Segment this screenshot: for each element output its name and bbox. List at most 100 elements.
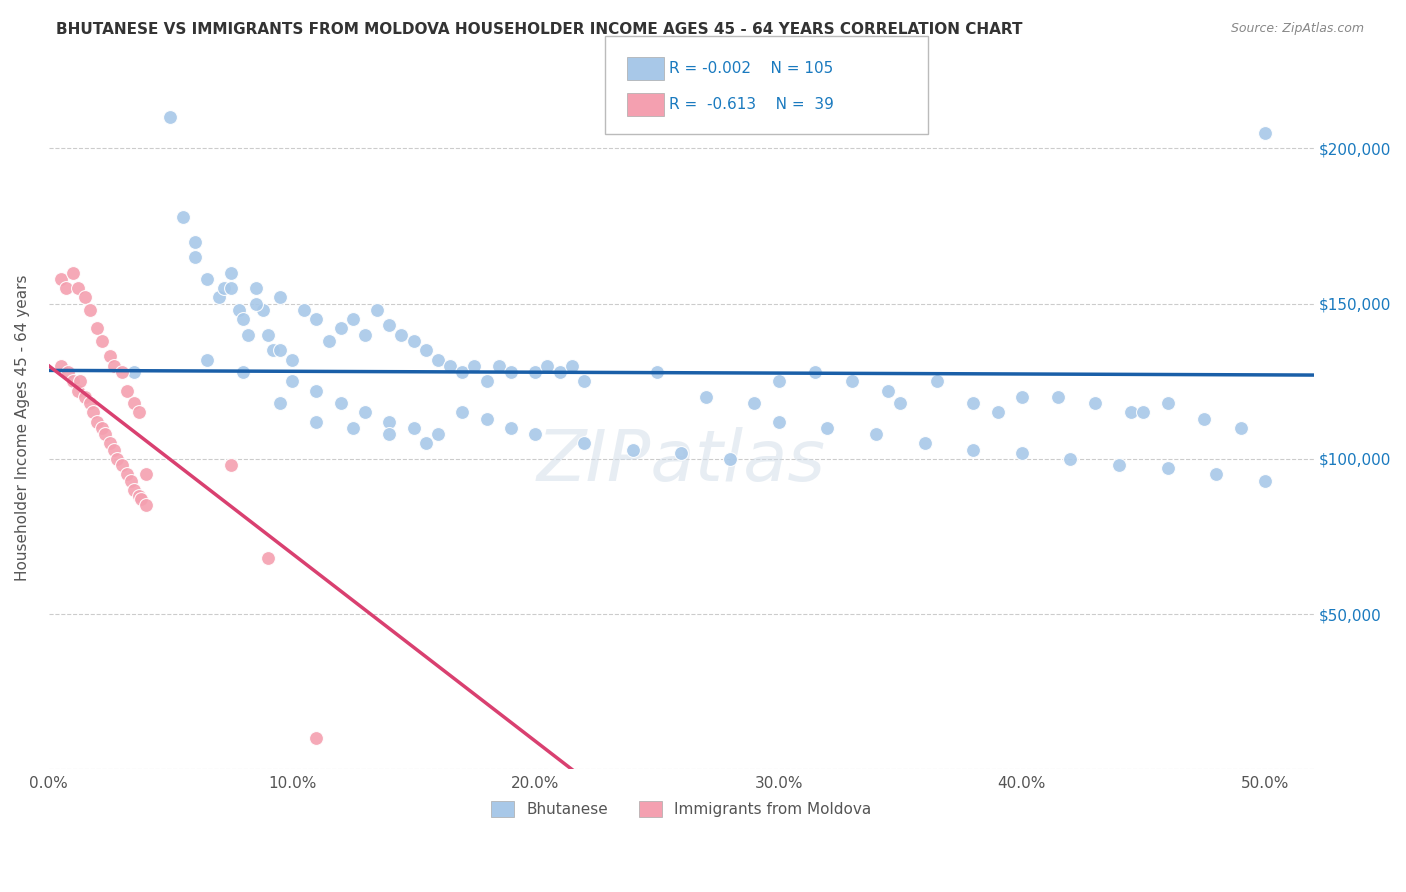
Point — [269, 396, 291, 410]
Point — [986, 405, 1008, 419]
Point — [135, 499, 157, 513]
Point — [378, 415, 401, 429]
Point — [305, 731, 328, 746]
Point — [427, 352, 450, 367]
Point — [219, 458, 242, 472]
Point — [1047, 390, 1070, 404]
Point — [111, 365, 134, 379]
Point — [342, 421, 364, 435]
Point — [1254, 474, 1277, 488]
Point — [281, 352, 304, 367]
Point — [342, 312, 364, 326]
Point — [329, 321, 352, 335]
Point — [75, 390, 97, 404]
Point — [463, 359, 485, 373]
Point — [208, 290, 231, 304]
Point — [718, 451, 741, 466]
Point — [354, 327, 377, 342]
Point — [66, 281, 89, 295]
Point — [1011, 390, 1033, 404]
Point — [645, 365, 668, 379]
Point — [815, 421, 838, 435]
Point — [75, 290, 97, 304]
Point — [804, 365, 827, 379]
Point — [318, 334, 340, 348]
Point — [451, 365, 474, 379]
Point — [1229, 421, 1251, 435]
Point — [329, 396, 352, 410]
Point — [128, 405, 150, 419]
Point — [219, 281, 242, 295]
Point — [742, 396, 765, 410]
Point — [93, 427, 115, 442]
Point — [671, 445, 693, 459]
Point — [962, 442, 984, 457]
Point — [98, 350, 121, 364]
Point — [212, 281, 235, 295]
Text: BHUTANESE VS IMMIGRANTS FROM MOLDOVA HOUSEHOLDER INCOME AGES 45 - 64 YEARS CORRE: BHUTANESE VS IMMIGRANTS FROM MOLDOVA HOU… — [56, 22, 1022, 37]
Point — [572, 436, 595, 450]
Text: R = -0.002    N = 105: R = -0.002 N = 105 — [669, 62, 834, 76]
Point — [103, 442, 125, 457]
Point — [768, 415, 790, 429]
Point — [91, 421, 114, 435]
Point — [115, 384, 138, 398]
Point — [1194, 411, 1216, 425]
Point — [925, 374, 948, 388]
Point — [135, 467, 157, 482]
Text: ZIPatlas: ZIPatlas — [537, 427, 825, 497]
Point — [1108, 458, 1130, 472]
Point — [962, 396, 984, 410]
Point — [111, 458, 134, 472]
Point — [292, 302, 315, 317]
Point — [269, 343, 291, 358]
Point — [1205, 467, 1227, 482]
Point — [121, 474, 143, 488]
Point — [103, 359, 125, 373]
Point — [245, 281, 267, 295]
Point — [128, 489, 150, 503]
Point — [49, 359, 72, 373]
Point — [914, 436, 936, 450]
Point — [62, 374, 84, 388]
Point — [865, 427, 887, 442]
Point — [115, 467, 138, 482]
Point — [768, 374, 790, 388]
Point — [524, 365, 547, 379]
Point — [305, 384, 328, 398]
Point — [475, 411, 498, 425]
Point — [305, 312, 328, 326]
Point — [91, 334, 114, 348]
Y-axis label: Householder Income Ages 45 - 64 years: Householder Income Ages 45 - 64 years — [15, 275, 30, 581]
Text: R =  -0.613    N =  39: R = -0.613 N = 39 — [669, 97, 834, 112]
Point — [79, 302, 101, 317]
Point — [262, 343, 284, 358]
Point — [122, 365, 145, 379]
Point — [451, 405, 474, 419]
Text: Source: ZipAtlas.com: Source: ZipAtlas.com — [1230, 22, 1364, 36]
Point — [122, 396, 145, 410]
Point — [499, 365, 522, 379]
Point — [877, 384, 900, 398]
Point — [256, 327, 278, 342]
Point — [427, 427, 450, 442]
Point — [1011, 445, 1033, 459]
Point — [621, 442, 644, 457]
Point — [1254, 126, 1277, 140]
Point — [195, 272, 218, 286]
Point — [105, 451, 128, 466]
Point — [402, 421, 425, 435]
Point — [69, 374, 91, 388]
Point — [238, 327, 260, 342]
Point — [172, 210, 194, 224]
Point — [62, 266, 84, 280]
Point — [122, 483, 145, 497]
Point — [378, 318, 401, 333]
Point — [475, 374, 498, 388]
Legend: Bhutanese, Immigrants from Moldova: Bhutanese, Immigrants from Moldova — [485, 795, 877, 823]
Point — [695, 390, 717, 404]
Point — [1059, 451, 1081, 466]
Point — [79, 396, 101, 410]
Point — [536, 359, 558, 373]
Point — [366, 302, 388, 317]
